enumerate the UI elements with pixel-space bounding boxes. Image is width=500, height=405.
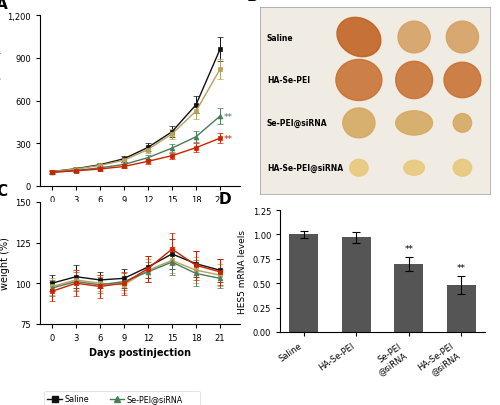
Ellipse shape [343, 109, 375, 139]
Text: **: ** [224, 134, 233, 143]
Text: **: ** [456, 264, 466, 273]
Text: B: B [246, 0, 258, 4]
X-axis label: Days postinjection: Days postinjection [89, 210, 191, 220]
Ellipse shape [396, 62, 432, 99]
Text: **: ** [404, 244, 413, 254]
Ellipse shape [337, 18, 381, 58]
Ellipse shape [396, 111, 432, 136]
Text: HA-Se-PEI: HA-Se-PEI [267, 76, 310, 85]
Ellipse shape [336, 60, 382, 101]
Text: **: ** [224, 112, 233, 122]
Y-axis label: Change in body
weight (%): Change in body weight (%) [0, 225, 10, 301]
Text: HA-Se-PEI@siRNA: HA-Se-PEI@siRNA [267, 164, 343, 173]
Bar [447, 286, 476, 332]
Text: D: D [218, 191, 231, 206]
Legend: Saline, HA-Se-PEI, Se-PEI@siRNA, HA-Se-PEI@siRNA: Saline, HA-Se-PEI, Se-PEI@siRNA, HA-Se-P… [44, 391, 200, 405]
Ellipse shape [453, 114, 471, 133]
Y-axis label: HES5 mRNA levels: HES5 mRNA levels [238, 230, 247, 313]
Ellipse shape [446, 22, 478, 54]
Bar [394, 264, 423, 332]
Text: C: C [0, 183, 7, 198]
Ellipse shape [398, 22, 430, 54]
X-axis label: Days postinjection: Days postinjection [89, 347, 191, 358]
Bar [342, 238, 370, 332]
Text: Se-PEI@siRNA: Se-PEI@siRNA [267, 119, 328, 128]
Bar [290, 235, 318, 332]
Ellipse shape [404, 161, 424, 176]
Ellipse shape [444, 63, 481, 98]
Text: Saline: Saline [267, 34, 293, 43]
Text: A: A [0, 0, 8, 13]
Ellipse shape [453, 160, 471, 177]
Ellipse shape [350, 160, 368, 177]
Y-axis label: Tumor volume (mm³): Tumor volume (mm³) [0, 50, 2, 153]
